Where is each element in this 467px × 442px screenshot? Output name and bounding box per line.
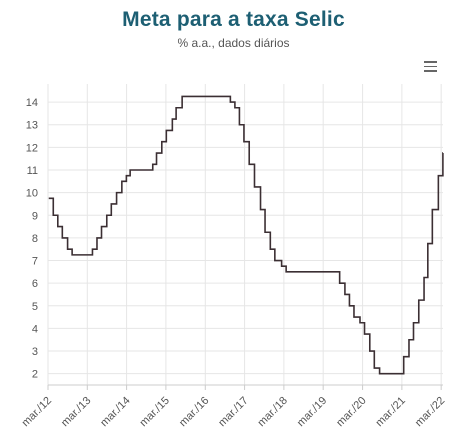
y-tick-label: 9 xyxy=(32,210,38,222)
hamburger-menu-icon[interactable] xyxy=(422,58,440,74)
chart-subtitle: % a.a., dados diários xyxy=(177,36,290,50)
y-tick-label: 5 xyxy=(32,301,38,313)
y-tick-label: 13 xyxy=(26,120,38,132)
x-tick-label: mar./17 xyxy=(216,395,250,429)
x-tick-label: mar./12 xyxy=(20,395,54,429)
x-tick-label: mar./19 xyxy=(295,395,329,429)
y-tick-label: 6 xyxy=(32,278,38,290)
x-tick-label: mar./22 xyxy=(413,395,447,429)
y-tick-label: 7 xyxy=(32,256,38,268)
series-line xyxy=(48,95,444,375)
y-tick-label: 12 xyxy=(26,142,38,154)
y-tick-label: 8 xyxy=(32,233,38,245)
menu-bar xyxy=(424,70,437,72)
y-tick-label: 3 xyxy=(32,346,38,358)
y-tick-label: 4 xyxy=(32,323,38,335)
series xyxy=(48,95,444,375)
y-tick-label: 2 xyxy=(32,369,38,381)
menu-bar xyxy=(424,61,437,63)
x-tick-label: mar./16 xyxy=(177,395,211,429)
x-tick-label: mar./13 xyxy=(59,395,93,429)
chart-title: Meta para a taxa Selic xyxy=(122,8,345,31)
x-axis-labels: mar./12 mar./13 mar./14 mar./15 mar./16 mar./… xyxy=(20,395,448,429)
x-tick-label: mar./21 xyxy=(374,395,408,429)
y-tick-label: 10 xyxy=(26,188,38,200)
x-tick-label: mar./14 xyxy=(98,395,132,429)
y-tick-label: 11 xyxy=(27,165,38,177)
grid xyxy=(47,84,443,385)
x-tick-label: mar./18 xyxy=(256,395,290,429)
menu-bar xyxy=(424,65,437,68)
x-tick-label: mar./20 xyxy=(334,395,368,429)
y-axis-labels: 2 3 4 5 6 7 8 9 10 11 12 13 14 xyxy=(26,97,38,381)
y-tick-label: 14 xyxy=(26,97,38,109)
axes xyxy=(47,384,443,390)
x-tick-label: mar./15 xyxy=(138,395,172,429)
